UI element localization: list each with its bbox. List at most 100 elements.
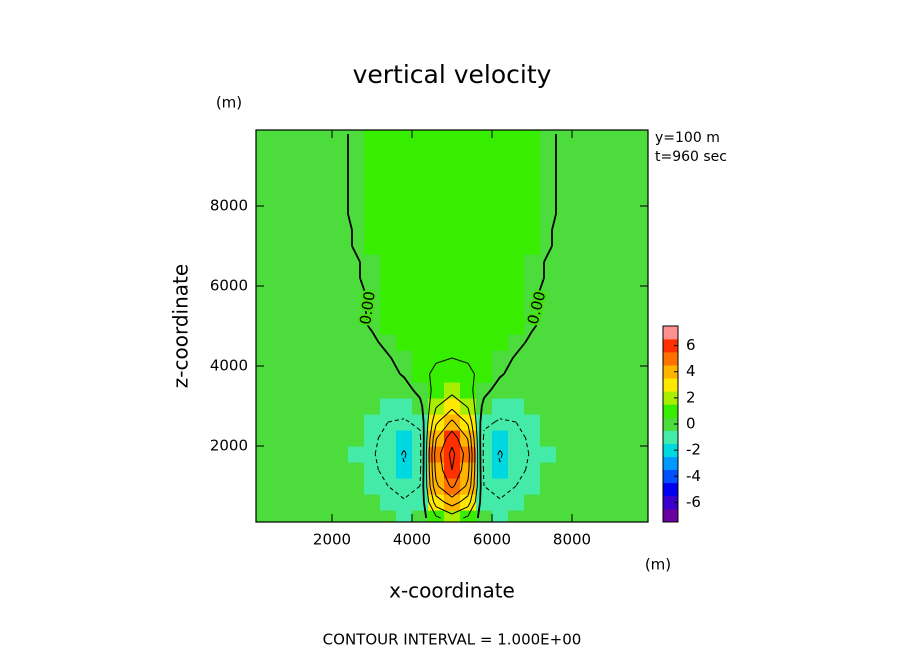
cell	[444, 142, 461, 159]
cell	[444, 462, 461, 479]
cell	[524, 130, 541, 143]
cell	[332, 350, 349, 367]
cell	[412, 130, 429, 143]
cell	[428, 350, 445, 367]
cell	[268, 286, 285, 303]
cell	[492, 130, 509, 143]
cell	[256, 190, 269, 207]
cell	[572, 302, 589, 319]
cell	[316, 494, 333, 511]
y-tick-label: 6000	[210, 277, 248, 295]
cell	[256, 446, 269, 463]
cell	[636, 446, 648, 463]
cell	[268, 206, 285, 223]
cell	[476, 270, 493, 287]
cell	[364, 206, 381, 223]
cell	[332, 286, 349, 303]
cell	[284, 270, 301, 287]
cell	[332, 190, 349, 207]
colorbar-tick-label: -2	[686, 441, 701, 459]
cell	[540, 462, 557, 479]
cell	[380, 190, 397, 207]
cell	[364, 510, 381, 522]
cell	[620, 318, 637, 335]
cell	[460, 286, 477, 303]
cell	[460, 462, 477, 479]
cell	[604, 350, 621, 367]
cell	[256, 414, 269, 431]
cell	[524, 350, 541, 367]
cell	[444, 510, 461, 522]
cell	[492, 142, 509, 159]
cell	[332, 398, 349, 415]
cell	[636, 174, 648, 191]
cell	[572, 238, 589, 255]
cell	[316, 382, 333, 399]
cell	[396, 510, 413, 522]
cell	[604, 318, 621, 335]
cell	[620, 366, 637, 383]
cell	[524, 462, 541, 479]
cell	[396, 238, 413, 255]
cell	[556, 334, 573, 351]
annotation: t=960 sec	[655, 149, 727, 165]
cell	[348, 478, 365, 495]
cell	[348, 382, 365, 399]
cell	[492, 270, 509, 287]
cell	[508, 462, 525, 479]
cell	[556, 446, 573, 463]
cell	[572, 190, 589, 207]
cell	[268, 494, 285, 511]
cell	[588, 430, 605, 447]
cell	[604, 446, 621, 463]
cell	[332, 302, 349, 319]
cell	[508, 190, 525, 207]
cell	[604, 286, 621, 303]
cell	[636, 398, 648, 415]
cell	[380, 382, 397, 399]
cell	[492, 366, 509, 383]
cell	[476, 190, 493, 207]
cell	[428, 318, 445, 335]
cell	[300, 382, 317, 399]
cell	[316, 302, 333, 319]
cell	[256, 318, 269, 335]
cell	[396, 302, 413, 319]
cell	[348, 206, 365, 223]
cell	[572, 130, 589, 143]
cell	[636, 366, 648, 383]
cell	[588, 158, 605, 175]
cell	[316, 270, 333, 287]
cell	[412, 510, 429, 522]
cell	[508, 382, 525, 399]
cell	[620, 206, 637, 223]
cell	[572, 462, 589, 479]
cell	[556, 206, 573, 223]
cell	[428, 334, 445, 351]
cell	[268, 510, 285, 522]
cell	[364, 366, 381, 383]
cell	[476, 446, 493, 463]
cell	[348, 286, 365, 303]
cell	[444, 206, 461, 223]
cell	[300, 130, 317, 143]
cell	[492, 174, 509, 191]
cell	[476, 350, 493, 367]
cell	[428, 238, 445, 255]
cell	[620, 414, 637, 431]
cell	[540, 174, 557, 191]
cell	[508, 398, 525, 415]
cell	[556, 270, 573, 287]
cell	[268, 318, 285, 335]
cell	[380, 350, 397, 367]
cell	[476, 142, 493, 159]
x-tick-label: 4000	[393, 531, 431, 549]
cell	[524, 478, 541, 495]
cell	[268, 254, 285, 271]
cell	[604, 174, 621, 191]
cell	[636, 510, 648, 522]
cell	[412, 318, 429, 335]
cell	[412, 190, 429, 207]
cell	[332, 174, 349, 191]
cell	[332, 334, 349, 351]
